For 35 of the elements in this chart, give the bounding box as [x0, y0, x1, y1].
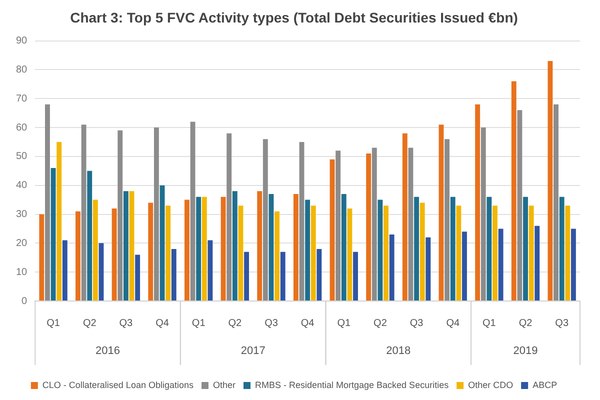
- x-tick-label: Q1: [337, 318, 351, 329]
- legend-label: RMBS - Residential Mortgage Backed Securities: [254, 380, 450, 390]
- text: 2016: [96, 345, 120, 358]
- text: 2019: [513, 345, 538, 358]
- x-tick-label: Q2: [82, 318, 97, 329]
- y-tick-label: 0: [22, 296, 28, 307]
- y-tick-label: 30: [16, 209, 28, 220]
- x-tick-label: Q3: [264, 318, 278, 329]
- y-tick-label: 10: [16, 266, 28, 278]
- x-tick-label: Q2: [374, 318, 388, 329]
- text: 2018: [386, 345, 411, 358]
- y-tick-label: 20: [16, 238, 28, 249]
- y-tick-label: 90: [16, 36, 28, 47]
- chart-title: Chart 3: Top 5 FVC Activity types (Total Debt Securities Issued €bn): [70, 9, 518, 26]
- y-tick-label: 50: [16, 151, 28, 162]
- y-tick-label: 70: [16, 93, 28, 104]
- x-tick-label: Q3: [119, 318, 134, 329]
- x-tick-label: Q4: [300, 318, 315, 329]
- x-tick-label: Q3: [410, 318, 424, 329]
- x-tick-label: Q1: [46, 318, 60, 329]
- y-tick-label: 40: [16, 180, 28, 192]
- y-tick-label: 60: [16, 122, 28, 134]
- x-tick-label: Q3: [555, 318, 569, 329]
- x-tick-label: Q4: [156, 318, 170, 329]
- legend-label: Other CDO: [468, 380, 514, 390]
- x-tick-label: Q2: [518, 318, 533, 329]
- legend-label: CLO - Collateralised Loan Obligations: [42, 380, 194, 390]
- legend-label: Other: [212, 380, 236, 390]
- y-tick-label: 80: [16, 64, 28, 76]
- x-tick-label: Q1: [192, 318, 206, 329]
- text: 2017: [240, 345, 266, 358]
- x-tick-label: Q1: [482, 318, 496, 329]
- legend-label: ABCP: [532, 380, 558, 390]
- x-tick-label: Q4: [446, 318, 460, 329]
- x-tick-label: Q2: [228, 318, 242, 329]
